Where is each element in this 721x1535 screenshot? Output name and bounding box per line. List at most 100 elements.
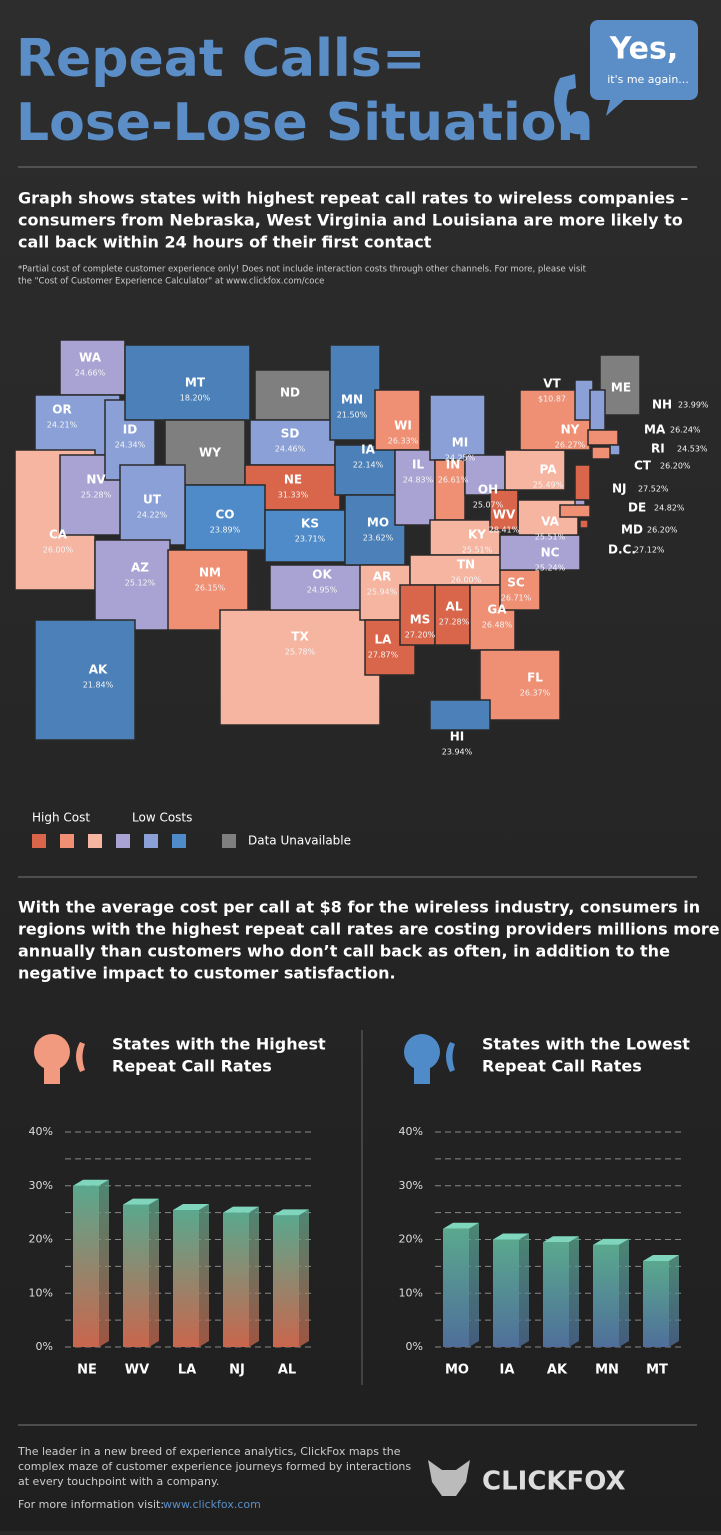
- state-code: TX: [291, 630, 309, 644]
- us-map: WA 24.66% OR 24.21% CA 26.00% NV 25.28% ID 24.34%…: [14, 339, 709, 757]
- state-value: 24.46%: [275, 445, 306, 454]
- phone-icon: [554, 74, 589, 135]
- state-value: 23.71%: [295, 535, 326, 544]
- state-code: OK: [312, 568, 332, 582]
- state-value: 26.27%: [555, 441, 586, 450]
- state: [434, 459, 466, 521]
- state: [429, 394, 486, 461]
- state-value: $10.87: [538, 395, 566, 404]
- bar-side: [149, 1198, 159, 1347]
- bar: [493, 1239, 519, 1347]
- state: [574, 464, 591, 501]
- state: [587, 429, 619, 446]
- bar: [73, 1185, 99, 1347]
- state: [499, 569, 541, 611]
- state-code: LA: [375, 633, 393, 647]
- state-value: 21.50%: [337, 411, 368, 420]
- state-code: MN: [341, 393, 363, 407]
- x-tick-label: NJ: [229, 1363, 245, 1378]
- state-code: UT: [143, 493, 162, 507]
- bar-chart: 0% 10% 20% 30% 40% MO IA AK MN MT: [399, 1125, 685, 1378]
- bar: [443, 1228, 469, 1347]
- state-value: 21.84%: [83, 681, 114, 690]
- state: [464, 454, 506, 496]
- bar-top: [73, 1179, 109, 1186]
- state: [504, 449, 566, 491]
- state-value: 23.62%: [363, 534, 394, 543]
- state-value: 25.51%: [535, 533, 566, 542]
- legend-unavailable: Data Unavailable: [248, 834, 351, 848]
- y-tick-label: 0%: [406, 1340, 423, 1353]
- head-icon-high: [34, 1034, 85, 1084]
- state: [34, 619, 136, 741]
- bar: [123, 1204, 149, 1347]
- state-value: 23.89%: [210, 526, 241, 535]
- state-code: VA: [541, 515, 559, 529]
- state-value: 27.87%: [368, 651, 399, 660]
- state-value: 25.12%: [125, 579, 156, 588]
- bar-side: [619, 1238, 629, 1347]
- x-tick-label: LA: [178, 1363, 196, 1378]
- state-value: 24.95%: [307, 586, 338, 595]
- state-value: 27.12%: [634, 546, 665, 555]
- state-value: 24.21%: [47, 421, 78, 430]
- footer-line: complex maze of customer experience jour…: [18, 1460, 411, 1473]
- state-code: RI: [651, 442, 665, 456]
- state-code: SD: [281, 427, 300, 441]
- y-tick-label: 40%: [29, 1125, 53, 1138]
- state-code: MO: [367, 516, 389, 530]
- charts: 0% 10% 20% 30% 40% NE WV LA NJ AL 0% 10% 20% 30% 40% MO…: [29, 1125, 685, 1378]
- state: [344, 494, 406, 566]
- bar: [543, 1242, 569, 1347]
- state-value: 26.33%: [388, 437, 419, 446]
- state-code: CT: [634, 459, 652, 473]
- state: [609, 444, 621, 456]
- state-value: 25.94%: [367, 588, 398, 597]
- state-code: MT: [185, 376, 206, 390]
- bar: [173, 1209, 199, 1347]
- intro-line: consumers from Nebraska, West Virginia a…: [18, 211, 683, 230]
- state-value: 27.52%: [638, 485, 669, 494]
- state-value: 26.71%: [501, 594, 532, 603]
- state-code: PA: [540, 463, 558, 477]
- state: [269, 564, 371, 611]
- state-code: MA: [644, 423, 666, 437]
- state-value: 24.34%: [115, 441, 146, 450]
- bar-side: [99, 1179, 109, 1347]
- state-value: 23.99%: [678, 401, 709, 410]
- swatch: [32, 834, 46, 848]
- state-code: ME: [611, 381, 631, 395]
- footer-link[interactable]: www.clickfox.com: [163, 1498, 261, 1511]
- state-value: 26.24%: [670, 426, 701, 435]
- state-value: 18.20%: [180, 394, 211, 403]
- state: [334, 444, 396, 496]
- state: [479, 649, 561, 721]
- state-value: 26.20%: [647, 526, 678, 535]
- bar-side: [519, 1233, 529, 1347]
- y-tick-label: 20%: [29, 1233, 53, 1246]
- summary-line: With the average cost per call at $8 for…: [18, 898, 700, 917]
- state-value: 26.00%: [43, 546, 74, 555]
- state-value: 25.24%: [535, 564, 566, 573]
- legend-high: High Cost: [32, 811, 90, 825]
- bar-top: [593, 1238, 629, 1245]
- bar-side: [299, 1209, 309, 1347]
- state-code: NE: [284, 473, 302, 487]
- legend-low: Low Costs: [132, 811, 192, 825]
- state: [591, 446, 611, 460]
- swatch: [116, 834, 130, 848]
- state: [124, 344, 251, 421]
- state-code: KY: [468, 528, 486, 542]
- bar-top: [173, 1203, 209, 1210]
- y-tick-label: 10%: [399, 1286, 423, 1299]
- bar: [223, 1212, 249, 1347]
- x-tick-label: WV: [125, 1363, 149, 1378]
- state-code: IA: [361, 443, 375, 457]
- state-value: 26.00%: [451, 576, 482, 585]
- title-line: Lose-Lose Situation: [16, 93, 594, 153]
- state: [434, 584, 471, 646]
- x-tick-label: AL: [278, 1363, 296, 1378]
- bar-top: [123, 1198, 159, 1205]
- y-tick-label: 30%: [29, 1179, 53, 1192]
- bar-side: [469, 1222, 479, 1347]
